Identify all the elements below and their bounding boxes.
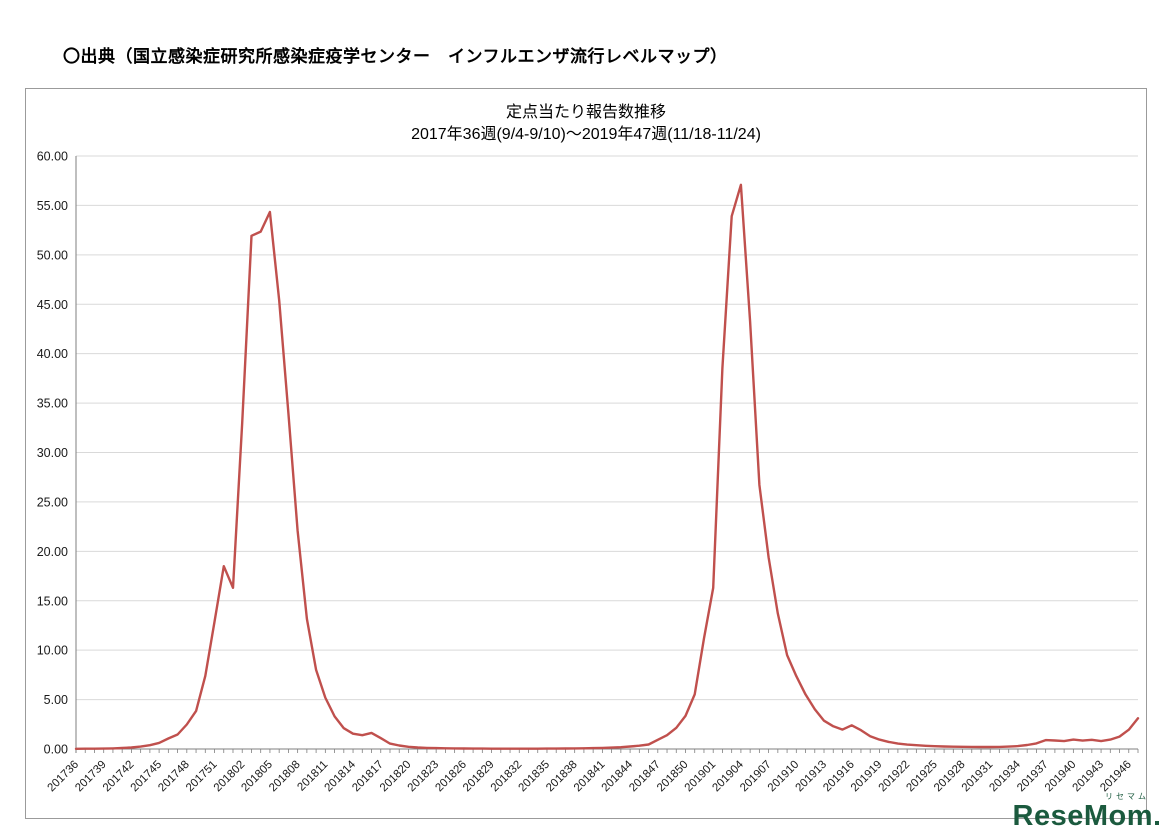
svg-text:15.00: 15.00 [37, 594, 68, 608]
svg-text:35.00: 35.00 [37, 397, 68, 411]
svg-text:0.00: 0.00 [44, 743, 68, 757]
watermark-kana-label: リセマム [1105, 792, 1149, 801]
watermark-brand-label: ReseMom [1012, 800, 1153, 832]
svg-text:30.00: 30.00 [37, 446, 68, 460]
svg-text:10.00: 10.00 [37, 644, 68, 658]
watermark-logo: リセマム ReseMom [1012, 792, 1159, 832]
svg-text:60.00: 60.00 [37, 150, 68, 164]
page-title: 〇出典（国立感染症研究所感染症疫学センター インフルエンザ流行レベルマップ） [63, 47, 728, 66]
svg-text:45.00: 45.00 [37, 298, 68, 312]
chart-frame: 0.00 5.00 10.00 15.00 20.00 25.00 30.00 35.00 40… [25, 88, 1147, 819]
svg-text:20.00: 20.00 [37, 545, 68, 559]
watermark-dot [1155, 821, 1159, 825]
chart-canvas: 0.00 5.00 10.00 15.00 20.00 25.00 30.00 35.00 40… [37, 150, 1140, 795]
svg-text:201946: 201946 [1098, 759, 1134, 795]
svg-text:5.00: 5.00 [44, 693, 68, 707]
svg-text:50.00: 50.00 [37, 248, 68, 262]
svg-text:55.00: 55.00 [37, 199, 68, 213]
svg-text:40.00: 40.00 [37, 347, 68, 361]
svg-text:25.00: 25.00 [37, 495, 68, 509]
svg-text:201808: 201808 [267, 759, 303, 795]
